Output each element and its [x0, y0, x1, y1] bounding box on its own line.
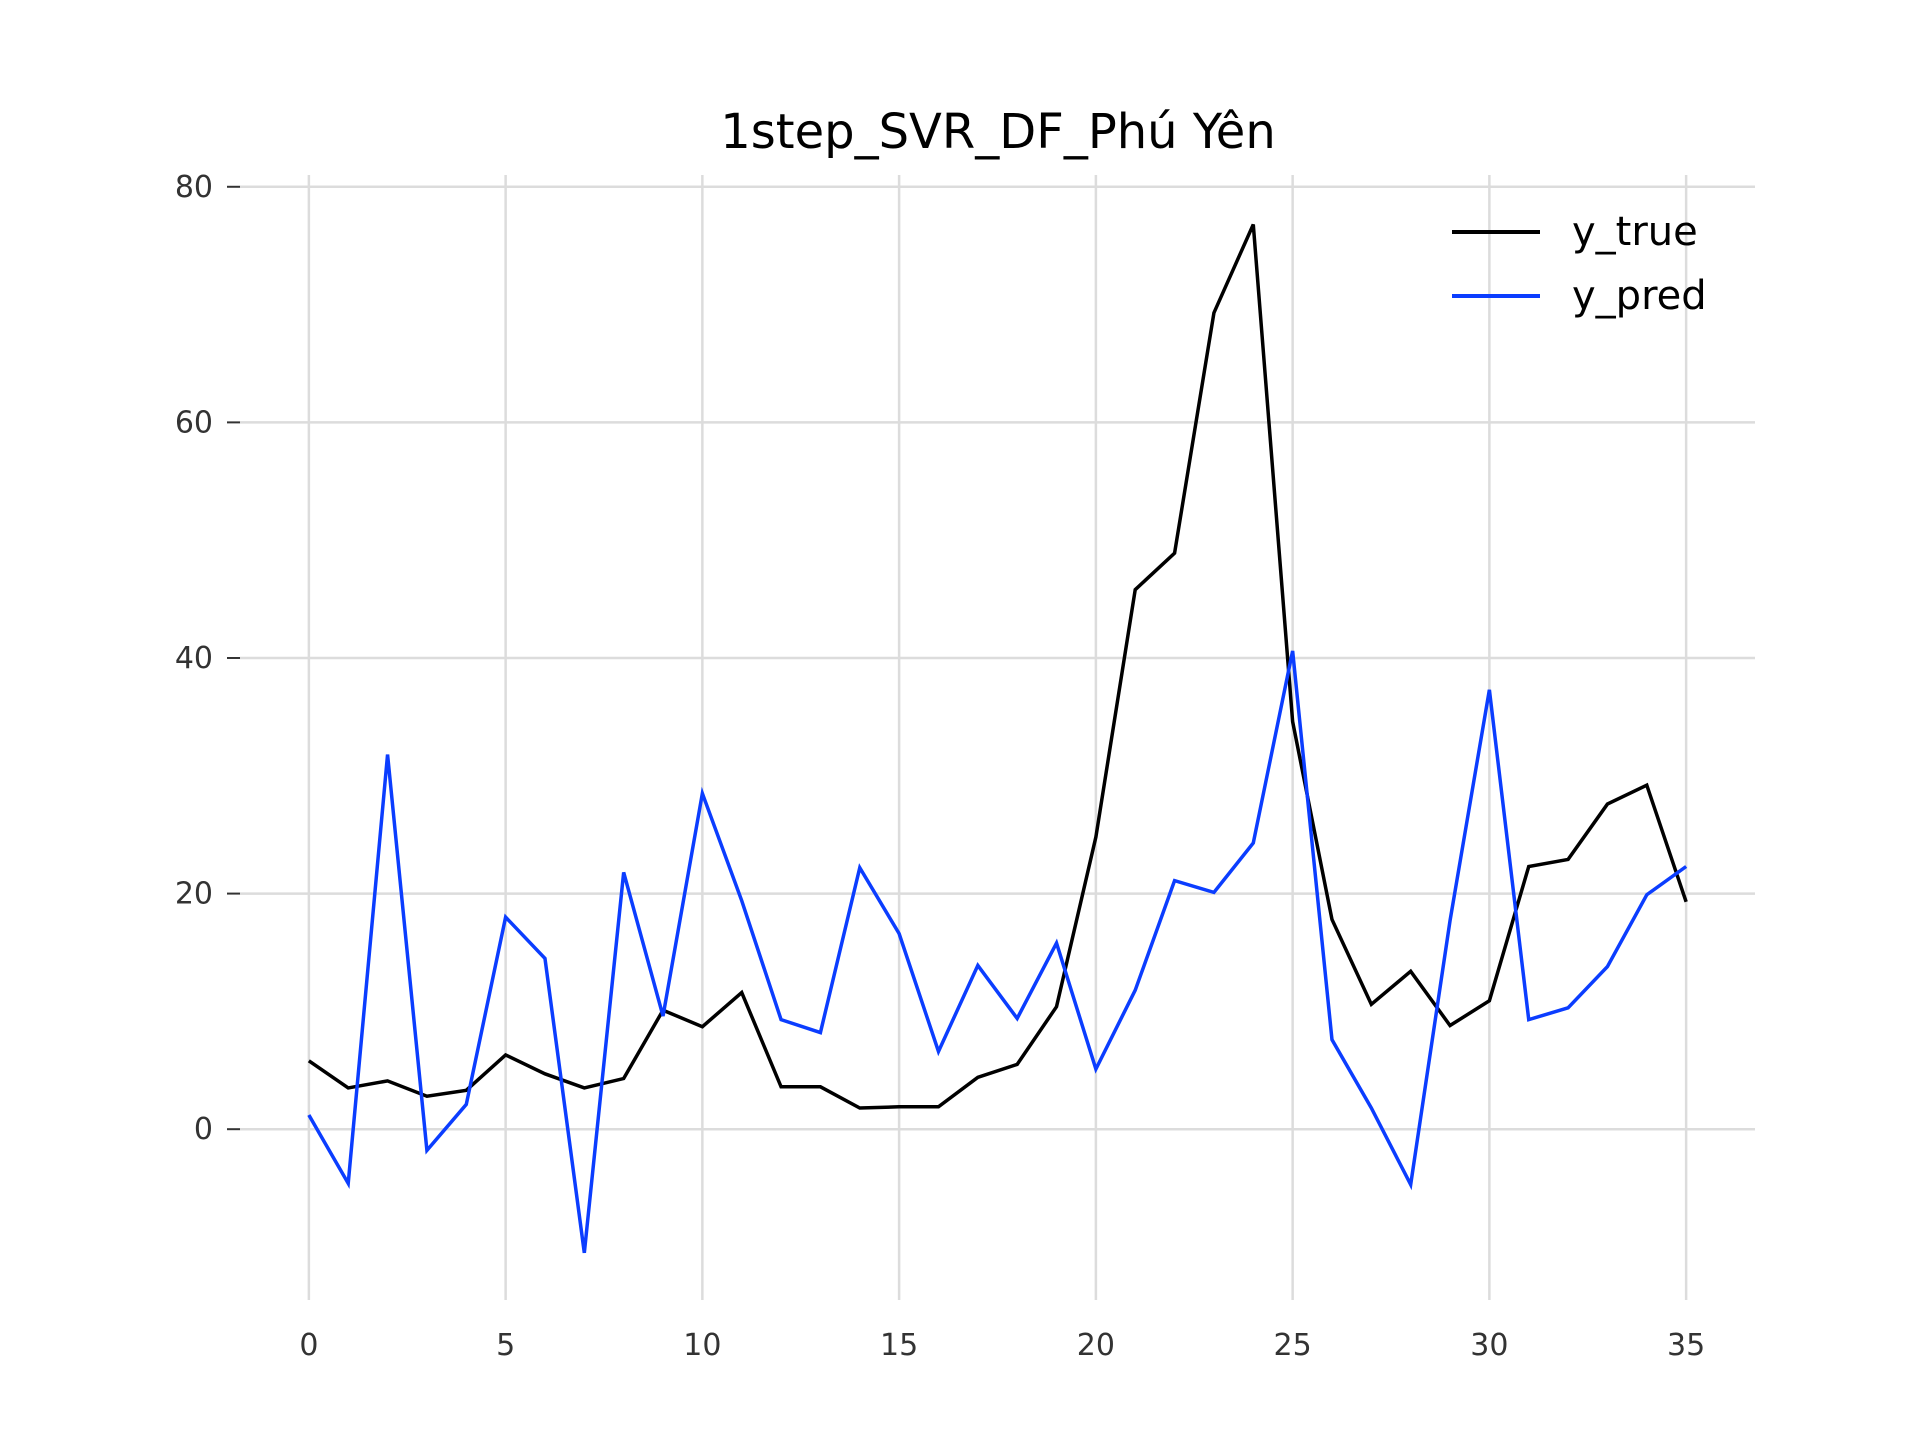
series-line-y_pred [307, 650, 1688, 1254]
legend-item-y_pred: y_pred [1452, 273, 1707, 319]
x-tick-label: 10 [683, 1328, 721, 1363]
x-tick-label: 30 [1470, 1328, 1508, 1363]
legend: y_true y_pred [1452, 209, 1707, 319]
series-y_true [307, 223, 1688, 1110]
x-tick-label: 25 [1274, 1328, 1312, 1363]
legend-label: y_pred [1572, 273, 1707, 319]
y-tick-label: 60 [175, 405, 213, 440]
chart-title: 1step_SVR_DF_Phú Yên [720, 104, 1276, 160]
x-tick-label: 15 [880, 1328, 918, 1363]
series-y_pred [307, 650, 1688, 1254]
series-layer [307, 223, 1688, 1254]
y-axis-ticks: 0 20 40 60 80 [175, 170, 240, 1147]
legend-item-y_true: y_true [1452, 209, 1698, 255]
x-tick-label: 35 [1667, 1328, 1705, 1363]
y-gridlines [240, 185, 1755, 1131]
x-axis-ticks: 0 5 10 15 20 25 30 35 [299, 1328, 1705, 1363]
legend-label: y_true [1572, 209, 1698, 255]
series-line-y_true [307, 223, 1688, 1110]
y-tick-label: 80 [175, 170, 213, 205]
y-tick-label: 40 [175, 641, 213, 676]
x-tick-label: 0 [299, 1328, 318, 1363]
y-tick-label: 20 [175, 877, 213, 912]
x-tick-label: 5 [496, 1328, 515, 1363]
x-gridlines [307, 175, 1688, 1300]
y-tick-label: 0 [194, 1112, 213, 1147]
x-tick-label: 20 [1077, 1328, 1115, 1363]
